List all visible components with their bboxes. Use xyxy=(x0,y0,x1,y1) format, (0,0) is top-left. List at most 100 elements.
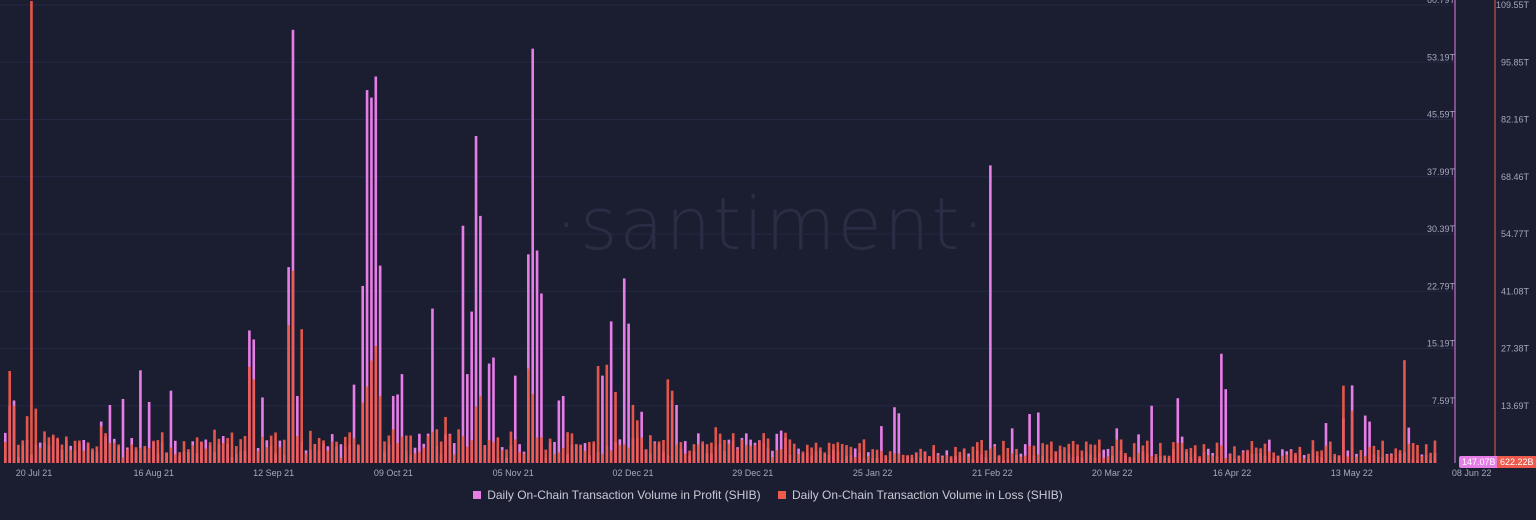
bar-loss xyxy=(1058,445,1062,463)
bar-loss xyxy=(531,394,535,463)
bar-loss xyxy=(875,449,879,463)
bar-loss xyxy=(387,435,391,463)
bar-loss xyxy=(1407,443,1411,463)
bar-profit xyxy=(378,265,382,463)
bar-loss xyxy=(1002,440,1005,463)
bar-profit xyxy=(531,48,535,464)
bar-loss xyxy=(1023,455,1027,463)
bar-loss xyxy=(823,452,827,463)
bar-loss xyxy=(1359,450,1363,463)
bar-loss xyxy=(993,446,997,463)
bar-loss xyxy=(845,445,848,463)
bar-loss xyxy=(592,441,596,463)
bar-loss xyxy=(200,441,203,463)
santiment-watermark: ·santiment· xyxy=(555,182,987,266)
bar-loss xyxy=(945,454,949,463)
bar-loss xyxy=(91,448,94,463)
bar-loss xyxy=(1093,444,1097,463)
bar-loss xyxy=(936,454,940,463)
bar-loss xyxy=(69,449,72,463)
bar-profit xyxy=(487,363,491,463)
bar-loss xyxy=(1098,439,1101,463)
bar-loss xyxy=(867,455,870,463)
legend-item-profit[interactable]: Daily On-Chain Transaction Volume in Pro… xyxy=(473,488,761,502)
bar-loss xyxy=(65,436,68,463)
bar-loss xyxy=(535,437,539,463)
bar-loss xyxy=(226,437,229,463)
bar-profit xyxy=(1324,423,1328,463)
bar-loss xyxy=(221,443,225,463)
bar-loss xyxy=(762,433,766,463)
bar-profit xyxy=(374,76,378,463)
bar-loss xyxy=(309,430,312,463)
legend-item-loss[interactable]: Daily On-Chain Transaction Volume in Los… xyxy=(778,488,1063,502)
bar-loss xyxy=(1289,450,1293,463)
bar-loss xyxy=(1076,444,1079,463)
bar-loss xyxy=(173,454,177,463)
bar-loss xyxy=(1250,441,1254,463)
bar-loss xyxy=(505,449,508,463)
bar-loss xyxy=(487,440,491,463)
bar-loss xyxy=(99,426,103,463)
bar-loss xyxy=(958,451,962,463)
bar-loss xyxy=(1050,441,1053,463)
current-value-loss-badge: 622.22B xyxy=(1497,456,1536,468)
bar-loss xyxy=(1268,451,1271,463)
bar-loss xyxy=(335,441,338,463)
bar-loss xyxy=(300,329,304,463)
bar-profit xyxy=(296,395,299,463)
bar-loss xyxy=(1342,385,1345,463)
bar-loss xyxy=(1067,443,1071,463)
bar-profit xyxy=(173,440,177,463)
bar-loss xyxy=(692,444,696,463)
bar-loss xyxy=(1102,457,1105,463)
bar-profit xyxy=(557,400,561,463)
bar-loss xyxy=(86,442,90,463)
bar-profit xyxy=(601,375,604,463)
bar-loss xyxy=(1010,453,1014,463)
bar-loss xyxy=(605,364,609,463)
bar-loss xyxy=(121,457,125,463)
bar-profit xyxy=(640,411,643,463)
bar-loss xyxy=(21,440,25,463)
bar-loss xyxy=(819,447,822,463)
bar-loss xyxy=(1368,447,1371,463)
bar-loss xyxy=(1037,454,1040,463)
bar-profit xyxy=(1137,434,1140,463)
bar-loss xyxy=(204,448,208,463)
bar-loss xyxy=(374,345,378,463)
bar-loss xyxy=(1185,449,1188,463)
bar-profit xyxy=(431,308,434,463)
bar-loss xyxy=(1041,443,1044,463)
y-right-tick-label: 54.77T xyxy=(1501,229,1530,239)
bar-loss xyxy=(252,379,256,463)
bar-loss xyxy=(1176,442,1180,463)
bar-loss xyxy=(1180,442,1184,463)
bar-loss xyxy=(670,390,674,463)
y-left-tick-label: 15.19T xyxy=(1427,339,1456,349)
bar-profit xyxy=(989,165,992,463)
legend: Daily On-Chain Transaction Volume in Pro… xyxy=(0,488,1536,502)
bar-loss xyxy=(1433,440,1437,463)
bar-profit xyxy=(1368,421,1371,463)
legend-swatch-loss xyxy=(778,491,786,499)
bar-loss xyxy=(448,434,452,463)
bar-profit xyxy=(1102,449,1105,463)
bar-loss xyxy=(1080,450,1084,463)
bar-profit xyxy=(370,97,373,463)
bar-profit xyxy=(893,407,896,463)
bar-loss xyxy=(1128,456,1132,463)
bar-profit xyxy=(535,250,539,463)
bar-loss xyxy=(1220,445,1223,463)
bar-profit xyxy=(775,433,779,463)
bar-loss xyxy=(82,450,86,463)
bar-loss xyxy=(383,441,386,463)
bar-loss xyxy=(1276,455,1280,463)
y-right-tick-label: 109.55T xyxy=(1496,0,1530,10)
bar-loss xyxy=(705,444,709,463)
bar-profit xyxy=(1363,415,1367,463)
bar-loss xyxy=(492,442,495,463)
bar-loss xyxy=(1394,448,1398,463)
y-left-tick-label: 45.59T xyxy=(1427,110,1456,120)
bar-loss xyxy=(858,443,861,463)
